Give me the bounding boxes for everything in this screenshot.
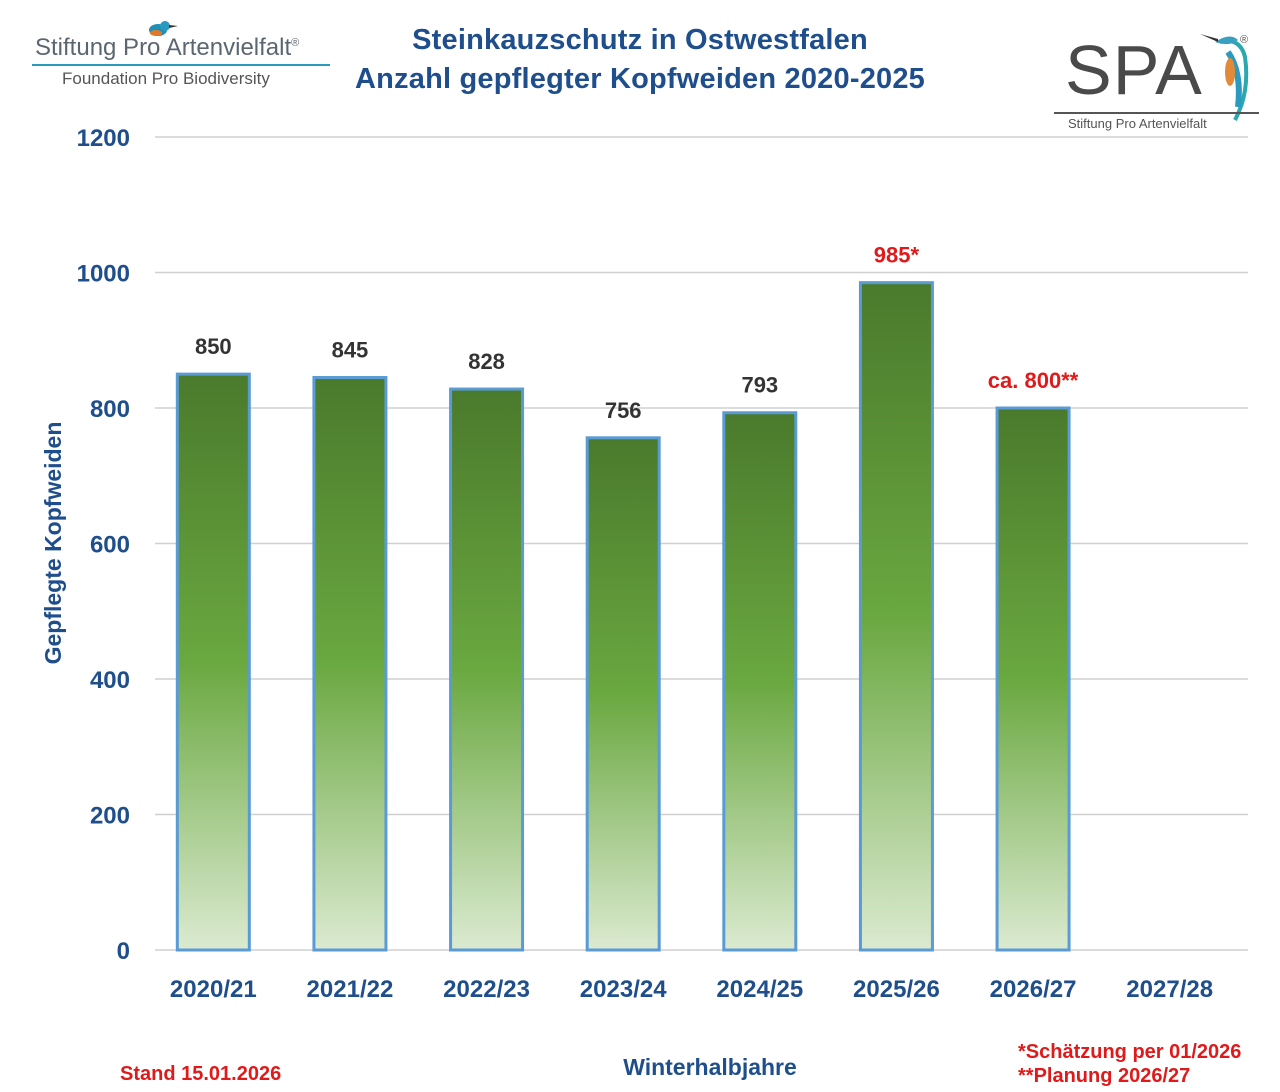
bar-2026-27 <box>995 406 1071 952</box>
bar-2024-25 <box>722 411 798 952</box>
x-tick-label: 2025/26 <box>853 976 940 1003</box>
data-label: 756 <box>605 398 642 423</box>
y-tick-label: 400 <box>90 667 130 694</box>
bar-2021-22 <box>312 376 388 952</box>
logo-spa-letters: SPA <box>1065 31 1203 109</box>
bars <box>175 281 1071 952</box>
y-tick-label: 1000 <box>77 261 130 288</box>
stand-date: Stand 15.01.2026 <box>120 1063 282 1085</box>
data-label: 985* <box>874 243 920 268</box>
y-tick-label: 1200 <box>77 125 130 152</box>
data-label: 828 <box>468 349 505 374</box>
logo-left-subtitle: Foundation Pro Biodiversity <box>62 69 270 88</box>
logo-left-divider <box>32 64 330 66</box>
x-tick-label: 2024/25 <box>716 976 803 1003</box>
data-label: ca. 800** <box>988 368 1079 393</box>
footnote-planning: **Planung 2026/27 <box>1018 1065 1191 1087</box>
y-tick-label: 800 <box>90 396 130 423</box>
data-label: 850 <box>195 334 232 359</box>
chart-title: Steinkauzschutz in Ostwestfalen <box>412 24 868 56</box>
bar-2022-23 <box>449 387 525 952</box>
data-label: 793 <box>741 373 778 398</box>
logo-left-brand: Stiftung Pro Artenvielfalt® <box>35 34 300 61</box>
kingfisher-icon <box>149 21 178 36</box>
x-axis-ticks: 2020/21 2021/22 2022/23 2023/24 2024/25 2025/… <box>170 976 1213 1003</box>
x-tick-label: 2020/21 <box>170 976 257 1003</box>
logo-right-registered: ® <box>1240 34 1249 46</box>
x-tick-label: 2021/22 <box>307 976 394 1003</box>
bar-2020-21 <box>175 372 251 952</box>
x-tick-label: 2023/24 <box>580 976 667 1003</box>
x-axis-title: Winterhalbjahre <box>623 1054 797 1080</box>
y-tick-label: 200 <box>90 803 130 830</box>
kingfisher-icon <box>1200 34 1249 121</box>
bar-2023-24 <box>585 436 661 952</box>
x-tick-label: 2026/27 <box>990 976 1077 1003</box>
y-axis-label: Gepflegte Kopfweiden <box>40 422 66 665</box>
logo-right-subtitle: Stiftung Pro Artenvielfalt <box>1068 116 1207 131</box>
footnote-estimate: *Schätzung per 01/2026 <box>1018 1041 1242 1063</box>
y-axis-ticks: 0 200 400 600 800 1000 1200 <box>77 125 130 965</box>
chart-subtitle: Anzahl gepflegter Kopfweiden 2020-2025 <box>354 63 926 95</box>
data-label: 845 <box>332 338 369 363</box>
x-tick-label: 2027/28 <box>1126 976 1213 1003</box>
logo-right-divider <box>1054 112 1259 114</box>
bar-2025-26 <box>858 281 934 952</box>
y-tick-label: 0 <box>117 938 130 965</box>
y-tick-label: 600 <box>90 532 130 559</box>
data-labels: 850 845 828 756 793 985* ca. 800** <box>195 243 1079 423</box>
x-tick-label: 2022/23 <box>443 976 530 1003</box>
logo-stiftung-pro-artenvielfalt: Stiftung Pro Artenvielfalt® Foundation P… <box>20 12 330 92</box>
logo-spa: SPA ® Stiftung Pro Artenvielfalt <box>1050 12 1265 131</box>
